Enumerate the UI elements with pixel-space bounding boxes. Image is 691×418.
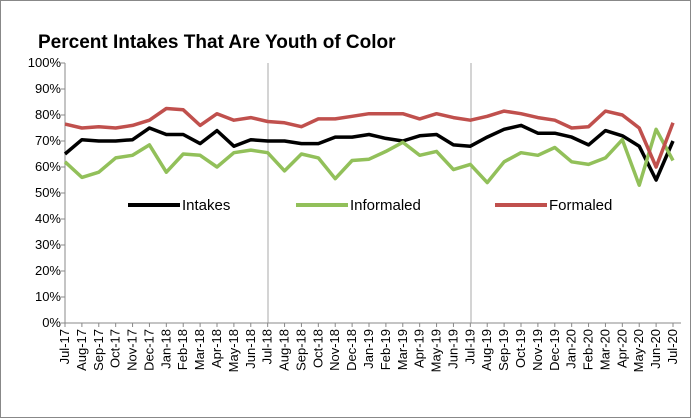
x-tick-label: Nov-19 bbox=[530, 329, 545, 371]
chart-title: Percent Intakes That Are Youth of Color bbox=[38, 32, 396, 53]
x-tick-label: Apr-19 bbox=[412, 329, 427, 368]
x-tick-label: Jan-19 bbox=[361, 329, 376, 369]
y-tick-label: 10% bbox=[35, 289, 61, 304]
x-tick-label: Apr-18 bbox=[209, 329, 224, 368]
x-tick-label: Feb-18 bbox=[175, 329, 190, 370]
x-tick-label: Mar-19 bbox=[395, 329, 410, 370]
series-line bbox=[64, 106, 675, 169]
series-line bbox=[63, 127, 675, 187]
x-tick-label: Jan-18 bbox=[158, 329, 173, 369]
x-tick-label: Jun-18 bbox=[243, 329, 258, 369]
y-tick-label: 0% bbox=[42, 315, 61, 330]
x-tick-label: Feb-20 bbox=[581, 329, 596, 370]
x-tick-label: Nov-17 bbox=[125, 329, 140, 371]
x-tick-label: Aug-17 bbox=[74, 329, 89, 371]
x-tick-label: Nov-18 bbox=[327, 329, 342, 371]
x-tick-label: Aug-19 bbox=[479, 329, 494, 371]
x-tick-label: Mar-20 bbox=[597, 329, 612, 370]
x-tick-label: Jul-20 bbox=[665, 329, 680, 364]
y-tick-label: 20% bbox=[35, 263, 61, 278]
x-tick-label: Oct-19 bbox=[513, 329, 528, 368]
x-tick-label: May-20 bbox=[631, 329, 646, 372]
x-tick-label: Feb-19 bbox=[378, 329, 393, 370]
y-tick-label: 30% bbox=[35, 237, 61, 252]
x-tick-label: Jul-19 bbox=[462, 329, 477, 364]
series-line bbox=[63, 123, 675, 182]
x-tick-label: Oct-18 bbox=[310, 329, 325, 368]
y-tick-label: 100% bbox=[28, 55, 62, 70]
y-tick-label: 50% bbox=[35, 185, 61, 200]
x-tick-label: Jun-20 bbox=[648, 329, 663, 369]
x-tick-label: Oct-17 bbox=[108, 329, 123, 368]
legend-label: Intakes bbox=[182, 197, 230, 214]
x-tick-label: Dec-18 bbox=[344, 329, 359, 371]
x-tick-label: Aug-18 bbox=[277, 329, 292, 371]
x-tick-label: Jun-19 bbox=[445, 329, 460, 369]
x-tick-label: May-19 bbox=[429, 329, 444, 372]
y-tick-label: 90% bbox=[35, 81, 61, 96]
x-tick-label: Sep-19 bbox=[496, 329, 511, 371]
x-tick-label: Mar-18 bbox=[192, 329, 207, 370]
x-tick-label: Dec-19 bbox=[547, 329, 562, 371]
x-tick-label: Sep-18 bbox=[293, 329, 308, 371]
y-tick-label: 60% bbox=[35, 159, 61, 174]
x-tick-label: Sep-17 bbox=[91, 329, 106, 371]
y-tick-label: 80% bbox=[35, 107, 61, 122]
x-tick-label: May-18 bbox=[226, 329, 241, 372]
y-tick-label: 40% bbox=[35, 211, 61, 226]
legend-label: Informaled bbox=[350, 197, 421, 214]
x-tick-label: Jul-17 bbox=[57, 329, 72, 364]
x-tick-label: Jan-20 bbox=[564, 329, 579, 369]
x-tick-label: Jul-18 bbox=[260, 329, 275, 364]
x-tick-label: Apr-20 bbox=[614, 329, 629, 368]
legend-label: Formaled bbox=[549, 197, 612, 214]
y-tick-label: 70% bbox=[35, 133, 61, 148]
x-tick-label: Dec-17 bbox=[141, 329, 156, 371]
